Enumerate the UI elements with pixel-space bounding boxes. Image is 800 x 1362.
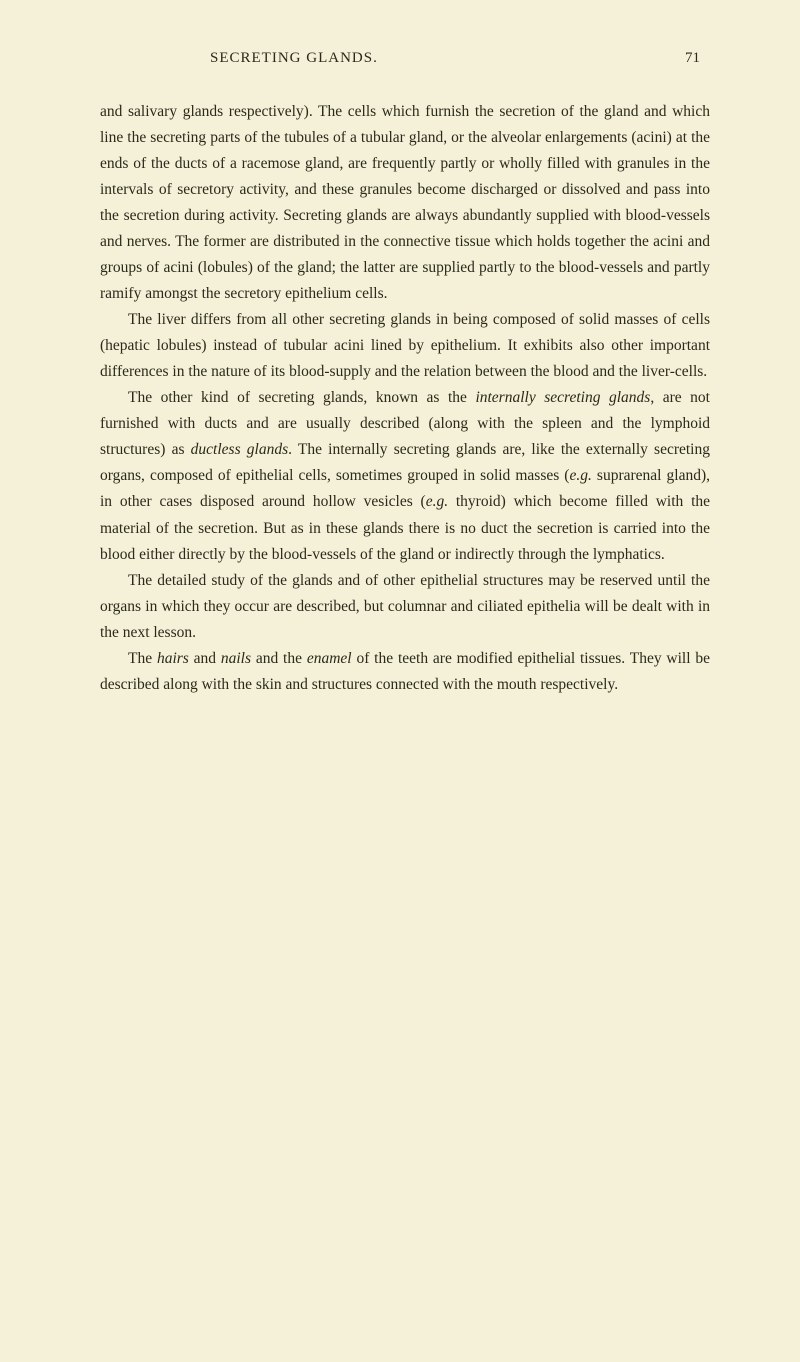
body-text: and salivary glands respectively). The c…: [100, 99, 710, 698]
p3-italic-1: internally secreting glands: [475, 389, 650, 406]
paragraph-4: The detailed study of the glands and of …: [100, 568, 710, 646]
p5-mid1: and: [189, 650, 221, 667]
page-header: SECRETING GLANDS. 71: [100, 50, 710, 67]
p3-italic-2: ductless glands: [191, 441, 288, 458]
p5-mid2: and the: [251, 650, 307, 667]
header-title: SECRETING GLANDS.: [210, 50, 378, 67]
p3-italic-3: e.g.: [569, 467, 591, 484]
paragraph-1: and salivary glands respectively). The c…: [100, 99, 710, 307]
p3-italic-4: e.g.: [426, 493, 448, 510]
p5-pre: The: [128, 650, 157, 667]
p5-italic-2: nails: [221, 650, 251, 667]
page-number: 71: [685, 50, 700, 67]
paragraph-5: The hairs and nails and the enamel of th…: [100, 646, 710, 698]
p3-pre: The other kind of secreting glands, know…: [128, 389, 475, 406]
paragraph-2: The liver differs from all other secreti…: [100, 307, 710, 385]
p5-italic-1: hairs: [157, 650, 189, 667]
p5-italic-3: enamel: [307, 650, 352, 667]
paragraph-3: The other kind of secreting glands, know…: [100, 385, 710, 567]
